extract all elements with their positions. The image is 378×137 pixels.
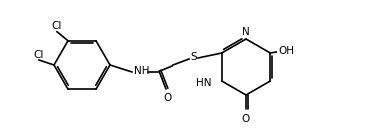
Text: S: S	[191, 52, 197, 62]
Text: NH: NH	[134, 66, 150, 76]
Text: Cl: Cl	[34, 50, 44, 60]
Text: N: N	[242, 27, 250, 37]
Text: O: O	[163, 93, 171, 103]
Text: HN: HN	[196, 78, 212, 88]
Text: Cl: Cl	[52, 21, 62, 31]
Text: OH: OH	[278, 46, 294, 56]
Text: O: O	[242, 114, 250, 124]
